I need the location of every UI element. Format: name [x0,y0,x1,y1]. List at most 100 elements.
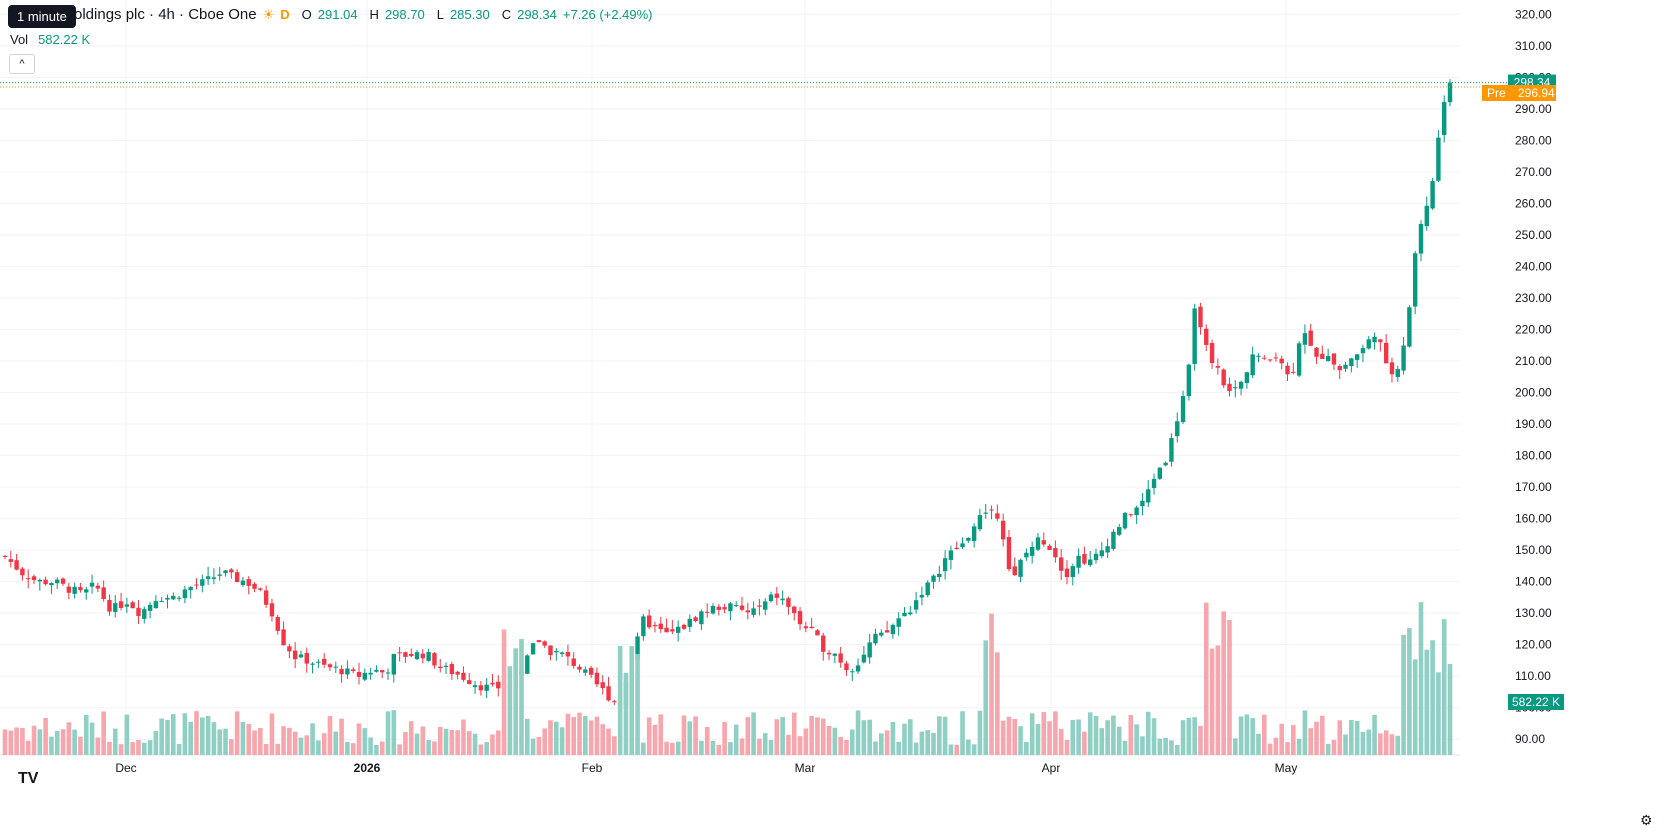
volume-bar [443,728,449,755]
candle-body [867,642,872,658]
volume-bar [699,740,704,755]
candle-body [1436,137,1441,181]
volume-bar [878,733,884,755]
volume-bar [414,733,420,755]
volume-bar [1221,611,1226,755]
volume-bar [78,736,83,755]
interval-tooltip: 1 minute [8,5,76,28]
candle-body [1122,513,1128,529]
candle-body [1088,559,1093,566]
candle-body [31,576,37,581]
volume-bar [403,732,408,755]
volume-bar [43,717,48,755]
volume-bar [1314,721,1319,755]
candle-body [838,653,843,663]
candle-body [1215,366,1221,368]
volume-bar [867,719,872,755]
y-tick-label: 260.00 [1515,196,1552,210]
volume-bar [356,723,362,755]
volume-bar [1018,726,1023,755]
volume-bar [374,744,379,755]
candle-body [159,601,164,603]
volume-tag [1508,694,1564,710]
candle-body [821,635,826,652]
candle-body [449,664,455,675]
volume-bar [1174,744,1180,755]
settings-icon[interactable]: ⚙ [1640,812,1653,828]
candle-body [223,570,228,574]
volume-bar [1291,725,1296,755]
volume-bar [391,710,397,755]
candle-body [229,569,234,573]
volume-bar [159,718,164,755]
candle-body [43,579,48,585]
candle-body [397,652,402,654]
candle-body [292,650,298,660]
volume-bar [507,666,513,755]
candle-body [948,550,954,560]
tradingview-logo[interactable]: TV [18,770,39,787]
volume-bar [1064,739,1070,755]
open-value: 291.04 [317,7,358,22]
volume-bar [1041,712,1047,755]
candle-body [275,617,280,631]
candle-body [1354,354,1360,360]
volume-bar [263,744,269,755]
volume-bar [1093,715,1099,755]
collapse-legend-button[interactable]: ^ [9,54,35,74]
volume-bar [722,721,727,755]
candle-body [1000,520,1006,540]
candle-body [716,606,721,610]
volume-bar [466,731,472,755]
candle-body [484,684,489,691]
candle-body [919,594,925,598]
pre-price-text: 296.94 [1518,86,1555,100]
volume-bar [954,744,960,755]
candle-body [594,672,600,685]
volume-bar [791,712,797,755]
candle-body [205,576,211,579]
x-tick-label: Mar [795,761,816,775]
volume-bar [1227,619,1232,755]
volume-bar [966,739,971,755]
volume-bar [1256,733,1261,755]
volume-bar [594,716,600,755]
volume-bar [200,717,205,755]
candle-body [855,665,861,672]
volume-bar [733,724,739,755]
volume-bar [1111,715,1116,755]
candle-body [1035,537,1041,550]
volume-bar [176,743,182,755]
volume-bar [542,728,547,755]
candle-body [1447,82,1453,103]
volume-bar [1122,740,1128,755]
volume-bar [130,742,135,755]
open-label: O [301,7,312,22]
candle-body [670,629,675,632]
volume-bar [437,726,443,755]
volume-bar [1366,729,1372,755]
candle-body [66,586,72,593]
y-tick-label: 110.00 [1515,669,1551,683]
volume-bar [420,726,426,755]
candle-body [1337,366,1342,371]
volume-bar [989,613,994,755]
x-tick-label: Feb [582,761,603,775]
candle-body [1320,353,1325,360]
candle-body [1018,559,1023,577]
symbol-title[interactable]: oldings plc · 4h · Cboe One [74,6,257,23]
candle-body [472,685,478,688]
candle-body [118,601,124,608]
candle-body [1267,359,1273,361]
volume-bar [832,727,838,755]
candle-body [815,630,820,636]
candle-body [687,618,692,627]
candle-body [1064,568,1070,578]
volume-bar [2,729,8,755]
volume-bar [205,715,211,755]
candle-body [136,607,141,617]
volume-bar [629,646,635,755]
candle-body [1192,308,1197,364]
y-tick-label: 200.00 [1515,386,1552,400]
